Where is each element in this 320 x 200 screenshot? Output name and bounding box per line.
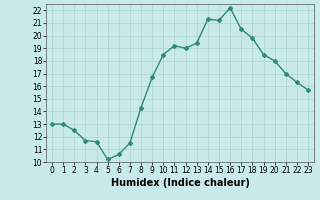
X-axis label: Humidex (Indice chaleur): Humidex (Indice chaleur)	[111, 178, 249, 188]
